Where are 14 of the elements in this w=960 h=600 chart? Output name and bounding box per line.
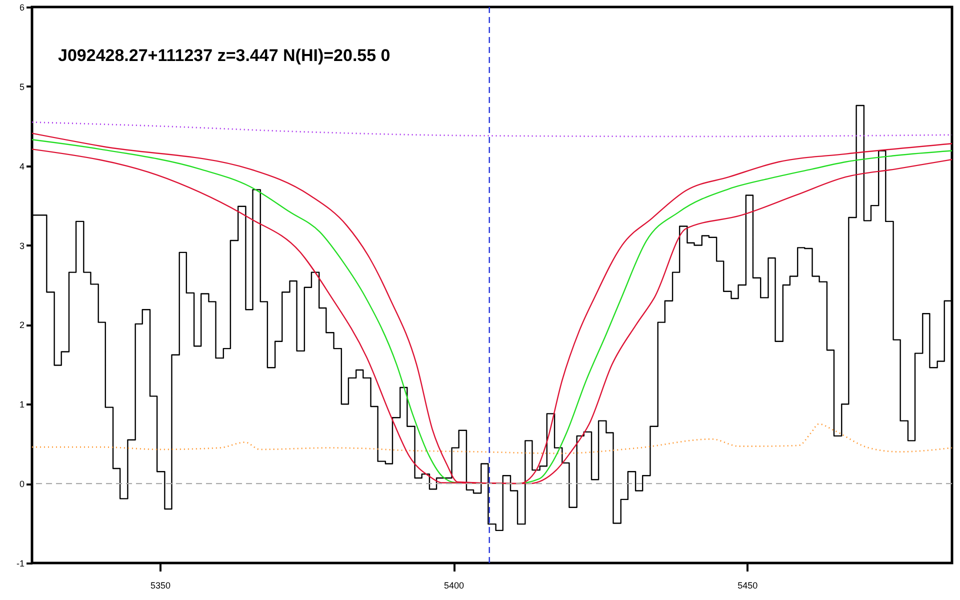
y-tick-label: 1 [19, 400, 24, 410]
line-series [32, 423, 952, 454]
x-tick-label: 5400 [444, 580, 464, 590]
text: J092428.27+111237 z=3.447 N(HI)=20.55 0 [58, 46, 390, 65]
y-tick-label: 0 [19, 479, 24, 490]
y-tick-label: 4 [19, 161, 24, 172]
y-tick-label: 5 [19, 82, 24, 92]
y-tick-label: 2 [19, 320, 24, 330]
x-tick-label: 5450 [738, 580, 758, 590]
x-tick-label: 5350 [150, 580, 171, 590]
y-tick-label: 3 [19, 240, 24, 251]
y-tick-label: -1 [16, 558, 24, 568]
line-series [32, 121, 952, 138]
y-tick-label: 6 [19, 2, 24, 12]
